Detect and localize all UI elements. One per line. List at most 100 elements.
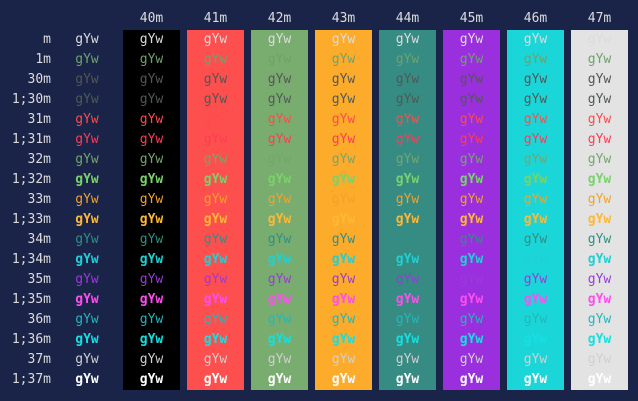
sample-cell: gYw [139,92,164,107]
sample-cell: gYw [139,292,164,307]
sample-cell: gYw [267,152,292,167]
sample-cell: gYw [267,52,292,67]
sample-cell: gYw [459,272,484,287]
sample-cell: gYw [523,172,548,187]
sample-cell: gYw [267,172,292,187]
sample-cell: gYw [587,92,612,107]
sample-cell: gYw [203,172,228,187]
row-label: 1;31m [11,132,51,147]
sample-cell: gYw [523,272,548,287]
sample-cell: gYw [523,132,548,147]
sample-default-bg: gYw [75,132,99,147]
sample-cell: gYw [331,152,356,167]
sample-cell: gYw [331,132,356,147]
sample-cell: gYw [331,72,356,87]
sample-cell: gYw [331,212,356,227]
sample-cell: gYw [587,272,612,287]
sample-cell: gYw [395,152,420,167]
column-header: 40m [139,11,164,26]
sample-cell: gYw [395,112,420,127]
sample-cell: gYw [331,292,356,307]
background-column-45m [443,30,500,390]
row-label: 31m [27,112,51,127]
sample-cell: gYw [331,252,356,267]
sample-default-bg: gYw [75,352,99,367]
sample-cell: gYw [459,212,484,227]
sample-cell: gYw [523,212,548,227]
sample-cell: gYw [395,272,420,287]
sample-cell: gYw [587,312,612,327]
sample-cell: gYw [587,52,612,67]
sample-default-bg: gYw [75,252,99,267]
column-header: 46m [523,11,548,26]
sample-cell: gYw [267,92,292,107]
sample-cell: gYw [331,172,356,187]
sample-cell: gYw [523,372,548,387]
sample-cell: gYw [139,52,164,67]
sample-cell: gYw [523,292,548,307]
sample-cell: gYw [459,152,484,167]
sample-cell: gYw [395,212,420,227]
sample-cell: gYw [395,192,420,207]
row-label: 32m [27,152,51,167]
sample-cell: gYw [139,72,164,87]
row-label: 35m [27,272,51,287]
sample-cell: gYw [331,32,356,47]
sample-cell: gYw [267,232,292,247]
sample-cell: gYw [203,232,228,247]
sample-cell: gYw [203,332,228,347]
sample-cell: gYw [203,132,228,147]
background-column-44m [379,30,436,390]
sample-cell: gYw [459,232,484,247]
sample-cell: gYw [459,72,484,87]
sample-cell: gYw [139,112,164,127]
sample-cell: gYw [459,112,484,127]
sample-cell: gYw [395,252,420,267]
sample-cell: gYw [267,292,292,307]
sample-cell: gYw [267,132,292,147]
sample-cell: gYw [267,212,292,227]
sample-cell: gYw [331,52,356,67]
column-header: 42m [267,11,292,26]
sample-cell: gYw [587,252,612,267]
sample-cell: gYw [203,112,228,127]
background-column-47m [571,30,628,390]
sample-default-bg: gYw [75,212,99,227]
sample-cell: gYw [395,292,420,307]
row-label: 34m [27,232,51,247]
sample-default-bg: gYw [75,92,99,107]
sample-cell: gYw [587,192,612,207]
sample-cell: gYw [395,92,420,107]
sample-cell: gYw [459,92,484,107]
sample-cell: gYw [395,32,420,47]
sample-cell: gYw [459,292,484,307]
sample-cell: gYw [587,232,612,247]
sample-cell: gYw [395,52,420,67]
sample-cell: gYw [459,252,484,267]
sample-default-bg: gYw [75,372,99,387]
sample-cell: gYw [395,352,420,367]
sample-cell: gYw [395,312,420,327]
sample-cell: gYw [267,332,292,347]
sample-cell: gYw [139,192,164,207]
sample-cell: gYw [587,352,612,367]
sample-default-bg: gYw [75,152,99,167]
sample-cell: gYw [523,352,548,367]
sample-cell: gYw [139,332,164,347]
sample-cell: gYw [459,372,484,387]
background-column-41m [187,30,244,390]
sample-cell: gYw [267,72,292,87]
sample-cell: gYw [587,172,612,187]
sample-cell: gYw [267,192,292,207]
column-header: 45m [459,11,484,26]
row-label: 1;30m [11,92,51,107]
background-column-43m [315,30,372,390]
sample-cell: gYw [587,152,612,167]
sample-cell: gYw [587,32,612,47]
sample-cell: gYw [523,192,548,207]
sample-cell: gYw [587,372,612,387]
column-header: 43m [331,11,356,26]
sample-cell: gYw [203,272,228,287]
sample-cell: gYw [267,312,292,327]
sample-cell: gYw [395,72,420,87]
